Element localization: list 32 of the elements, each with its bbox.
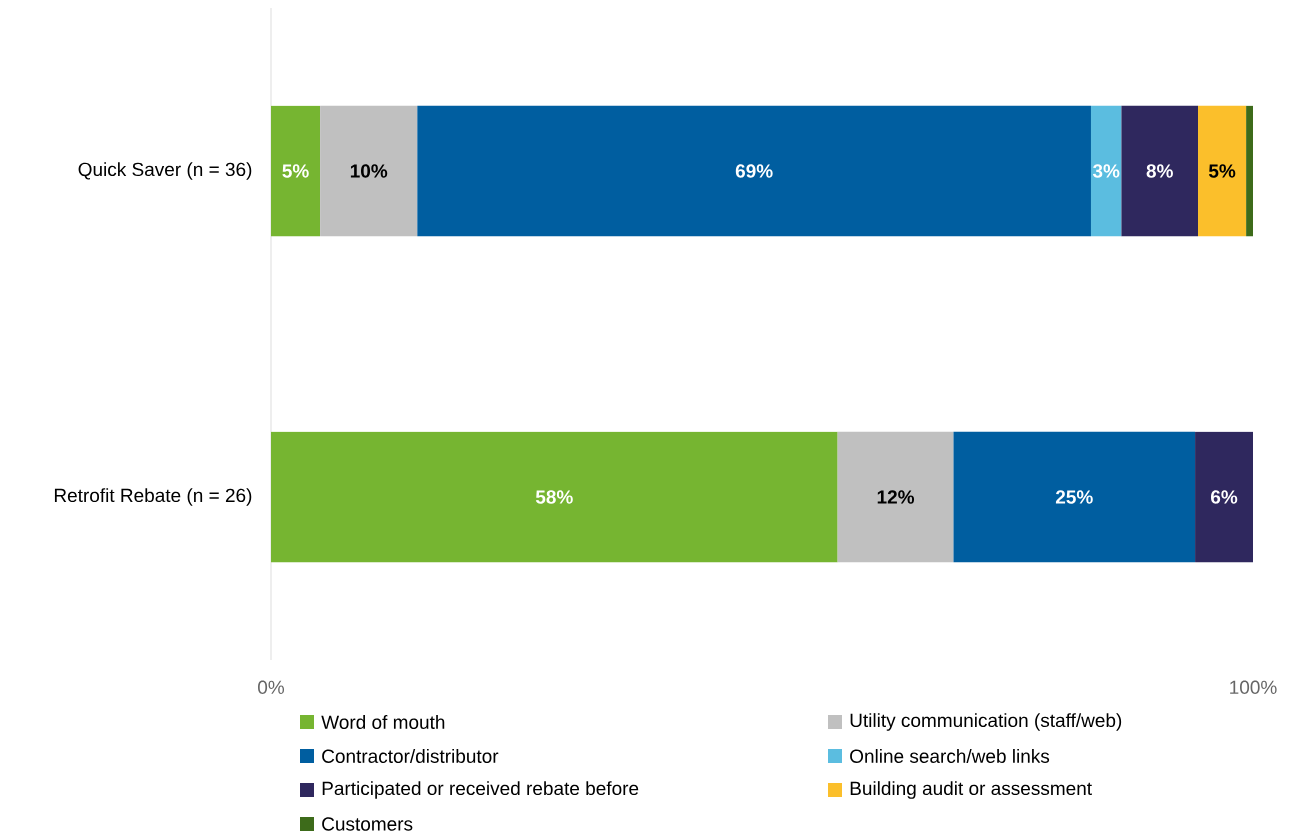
x-tick-label: 0% [258, 680, 285, 694]
data-label: 25% [1055, 490, 1093, 504]
data-label: 58% [535, 490, 573, 504]
data-label: 6% [1211, 490, 1238, 504]
x-tick-label: 100% [1230, 680, 1277, 694]
bar [320, 105, 418, 237]
data-label: 3% [1092, 164, 1120, 178]
data-label: 8% [1146, 164, 1173, 178]
bar [271, 105, 321, 237]
legend-label: Contractor/distributor [322, 749, 499, 763]
y-tick-label: Retrofit Rebate (n = 26) [54, 488, 252, 506]
legend-label: Word of mouth [321, 715, 445, 729]
y-tick-label: Quick Saver (n = 36) [78, 162, 252, 180]
data-label: 12% [877, 490, 915, 504]
data-label: 10% [350, 164, 388, 178]
data-label: 5% [1208, 164, 1236, 178]
bar [417, 105, 1091, 237]
bar [1090, 105, 1122, 237]
legend-label: Utility communication (staff/web) [850, 713, 1122, 731]
legend-label: Online search/web links [850, 749, 1050, 763]
data-label: 69% [735, 164, 773, 178]
legend-label: Customers [322, 817, 413, 831]
data-label: 5% [282, 164, 309, 178]
bar [837, 431, 954, 563]
bar [953, 431, 1196, 563]
legend-label: Participated or received rebate before [322, 781, 639, 799]
bar [1246, 105, 1254, 237]
legend-label: Building audit or assessment [850, 781, 1092, 799]
bar [1198, 105, 1247, 237]
bar [271, 431, 838, 563]
bar [1195, 431, 1254, 563]
bar [1121, 105, 1199, 237]
